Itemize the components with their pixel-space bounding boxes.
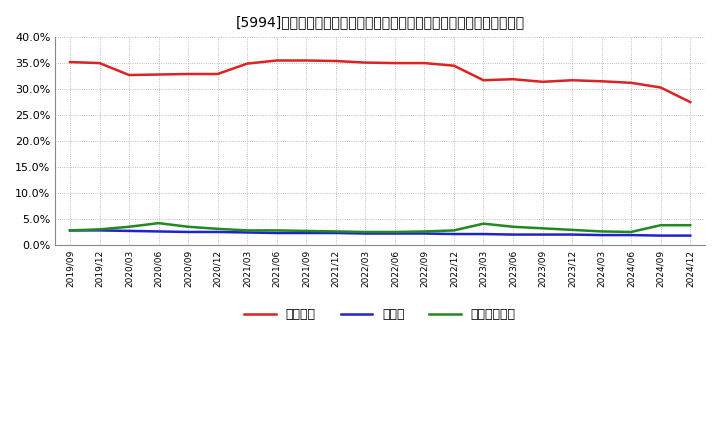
自己資本 (213, 71, 222, 77)
自己資本 (568, 77, 577, 83)
繰延税金資産 (95, 227, 104, 232)
自己資本 (66, 59, 74, 65)
繰延税金資産 (480, 221, 488, 226)
Line: 自己資本: 自己資本 (70, 60, 690, 102)
のれん (213, 229, 222, 235)
のれん (598, 232, 606, 238)
繰延税金資産 (243, 228, 251, 233)
繰延税金資産 (272, 228, 281, 233)
のれん (480, 231, 488, 237)
繰延税金資産 (686, 223, 695, 228)
Title: [5994]　自己資本、のれん、繰延税金資産の総資産に対する比率の推移: [5994] 自己資本、のれん、繰延税金資産の総資産に対する比率の推移 (235, 15, 525, 29)
のれん (243, 230, 251, 235)
繰延税金資産 (539, 226, 547, 231)
のれん (390, 231, 399, 236)
のれん (686, 233, 695, 238)
自己資本 (390, 60, 399, 66)
自己資本 (243, 61, 251, 66)
のれん (184, 229, 192, 235)
のれん (331, 231, 340, 236)
繰延税金資産 (627, 229, 636, 235)
自己資本 (154, 72, 163, 77)
繰延税金資産 (390, 229, 399, 235)
のれん (539, 232, 547, 237)
のれん (302, 231, 310, 236)
のれん (420, 231, 428, 236)
自己資本 (331, 59, 340, 64)
自己資本 (449, 63, 458, 68)
繰延税金資産 (331, 229, 340, 234)
のれん (361, 231, 369, 236)
繰延税金資産 (509, 224, 518, 229)
Line: のれん: のれん (70, 231, 690, 235)
のれん (449, 231, 458, 237)
のれん (509, 232, 518, 237)
繰延税金資産 (420, 229, 428, 234)
繰延税金資産 (302, 228, 310, 234)
自己資本 (302, 58, 310, 63)
自己資本 (125, 73, 133, 78)
繰延税金資産 (213, 226, 222, 231)
のれん (66, 228, 74, 233)
自己資本 (598, 79, 606, 84)
自己資本 (95, 60, 104, 66)
のれん (125, 228, 133, 234)
自己資本 (480, 77, 488, 83)
のれん (627, 232, 636, 238)
繰延税金資産 (184, 224, 192, 229)
自己資本 (184, 71, 192, 77)
自己資本 (420, 60, 428, 66)
自己資本 (509, 77, 518, 82)
のれん (568, 232, 577, 237)
のれん (154, 229, 163, 234)
繰延税金資産 (657, 223, 665, 228)
のれん (657, 233, 665, 238)
繰延税金資産 (361, 229, 369, 235)
Line: 繰延税金資産: 繰延税金資産 (70, 223, 690, 232)
自己資本 (657, 85, 665, 90)
繰延税金資産 (125, 224, 133, 229)
繰延税金資産 (598, 229, 606, 234)
繰延税金資産 (154, 220, 163, 226)
自己資本 (539, 79, 547, 84)
繰延税金資産 (449, 228, 458, 233)
のれん (95, 228, 104, 233)
自己資本 (272, 58, 281, 63)
自己資本 (627, 80, 636, 85)
のれん (272, 231, 281, 236)
繰延税金資産 (568, 227, 577, 232)
繰延税金資産 (66, 228, 74, 233)
自己資本 (686, 99, 695, 105)
自己資本 (361, 60, 369, 65)
Legend: 自己資本, のれん, 繰延税金資産: 自己資本, のれん, 繰延税金資産 (240, 303, 521, 326)
